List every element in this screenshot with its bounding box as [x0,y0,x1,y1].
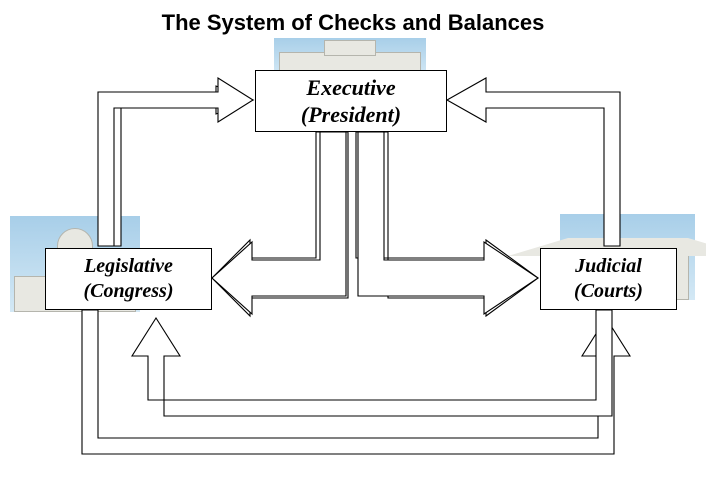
arrow-exec-to-leg-shape [212,132,348,316]
diagram-title: The System of Checks and Balances [0,10,706,36]
arrow-exec-to-leg [212,132,346,314]
node-legislative: Legislative (Congress) [45,248,212,310]
node-executive-line2: (President) [301,101,401,129]
node-judicial: Judicial (Courts) [540,248,677,310]
node-legislative-line2: (Congress) [83,279,173,304]
node-legislative-line1: Legislative [84,254,173,279]
arrow-leg-to-jud-lower-shape [82,310,630,454]
arrow-jud-to-leg-lower-shape [132,310,612,416]
node-executive: Executive (President) [255,70,447,132]
node-executive-line1: Executive [306,74,395,102]
node-judicial-line1: Judicial [575,254,642,279]
arrow-exec-to-jud-shape [356,132,538,316]
diagram-canvas: The System of Checks and Balances Execut… [0,0,706,500]
arrow-exec-to-jud [358,132,538,314]
node-judicial-line2: (Courts) [574,279,643,304]
